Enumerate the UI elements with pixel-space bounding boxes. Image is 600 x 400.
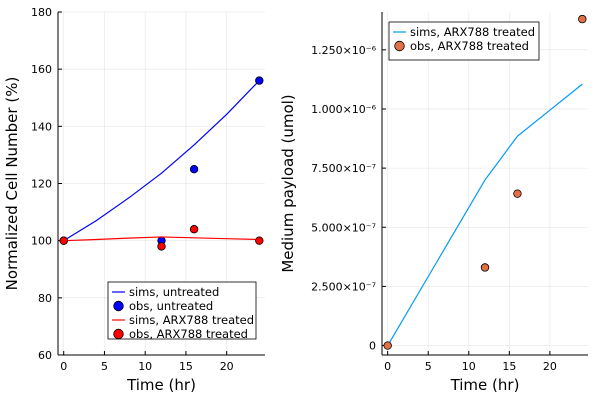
y-tick-label: 140 [31, 120, 52, 133]
y-tick-label: 60 [38, 349, 52, 362]
y-tick-label: 100 [31, 235, 52, 248]
y-axis-label: Normalized Cell Number (%) [3, 77, 21, 291]
y-tick-label: 1.000×10⁻⁶ [311, 103, 377, 116]
medium-payload-chart: 0 5 10 15 20 0 2.500×10⁻⁷ 5.000×10⁻⁷ 7.500×10⁻⁷ 1… [279, 12, 588, 394]
legend-label: sims, untreated [129, 285, 219, 299]
data-point-obs-arx788-treated [59, 236, 68, 245]
y-tick-label: 0 [369, 340, 376, 353]
data-point-obs-arx788-treated [513, 189, 522, 198]
legend-marker-swatch [113, 300, 124, 312]
cell-number-chart: 0 5 10 15 20 60 80 100 120 140 160 180 Time (hr) Norm… [3, 6, 265, 394]
series-line-sims-arx788-treated [387, 83, 583, 346]
y-tick-label: 80 [38, 292, 52, 305]
legend-label: obs, untreated [129, 299, 213, 313]
x-tick-label: 10 [462, 360, 476, 373]
data-point-obs-untreated [189, 165, 199, 174]
x-tick-label: 20 [543, 360, 557, 373]
data-point-obs-arx788-treated [578, 14, 587, 24]
x-axis-label: Time (hr) [450, 376, 520, 394]
legend-marker-swatch [394, 40, 405, 52]
x-tick-label: 10 [138, 360, 152, 373]
x-tick-label: 5 [425, 360, 432, 373]
legend-box [388, 21, 540, 61]
y-tick-label: 180 [31, 6, 52, 19]
series-line-sims-untreated [63, 80, 260, 242]
data-point-obs-untreated [255, 76, 264, 85]
y-tick-label: 1.250×10⁻⁶ [311, 44, 377, 57]
y-tick-label: 160 [31, 63, 52, 76]
y-tick-label: 5.000×10⁻⁷ [311, 221, 376, 234]
data-point-obs-arx788-treated [255, 236, 264, 245]
y-axis-label: Medium payload (umol) [279, 94, 297, 272]
x-tick-label: 15 [179, 360, 193, 373]
x-tick-label: 0 [384, 360, 391, 373]
x-tick-label: 15 [502, 360, 516, 373]
legend-label: sims, ARX788 treated [129, 313, 254, 327]
x-axis-label: Time (hr) [126, 376, 196, 394]
y-tick-label: 7.500×10⁻⁷ [311, 162, 376, 175]
x-tick-label: 20 [220, 360, 234, 373]
legend-label: obs, ARX788 treated [129, 327, 248, 341]
y-tick-label: 2.500×10⁻⁷ [311, 280, 376, 293]
legend-box [107, 281, 257, 340]
x-tick-label: 0 [60, 360, 67, 373]
data-point-obs-arx788-treated [480, 263, 490, 272]
legend-marker-swatch [113, 328, 124, 340]
legend-label: sims, ARX788 treated [410, 25, 535, 39]
series-line-sims-arx788-treated [63, 236, 260, 242]
x-tick-label: 5 [101, 360, 108, 373]
y-tick-label: 120 [31, 178, 52, 191]
data-point-obs-arx788-treated [157, 242, 166, 251]
data-point-obs-arx788-treated [383, 341, 392, 350]
data-point-obs-arx788-treated [189, 225, 199, 234]
legend-label: obs, ARX788 treated [410, 39, 529, 53]
